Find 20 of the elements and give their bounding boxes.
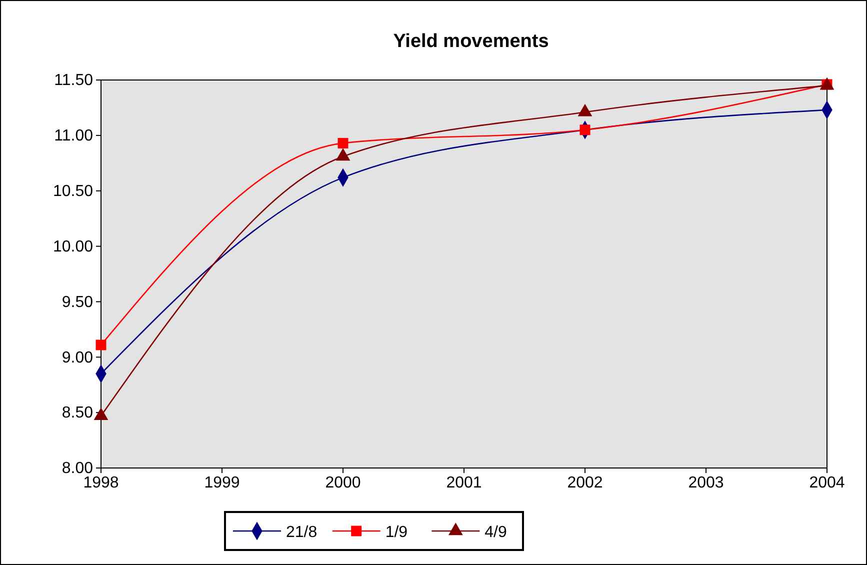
x-tick-label: 2001	[446, 474, 482, 492]
point	[338, 138, 348, 148]
y-tick-label: 9.00	[62, 349, 94, 366]
chart-title: Yield movements	[393, 31, 549, 52]
x-tick-label: 1999	[204, 474, 240, 492]
x-tick-label: 2004	[809, 474, 845, 492]
y-tick-label: 10.00	[52, 238, 94, 256]
point	[96, 340, 106, 350]
legend-label: 1/9	[385, 524, 408, 541]
point	[580, 124, 590, 136]
legend-label: 21/8	[286, 524, 318, 541]
y-tick-label: 10.50	[52, 182, 94, 200]
legend-label: 4/9	[484, 524, 508, 541]
y-tick-label: 8.50	[62, 404, 94, 422]
x-tick-label: 2000	[325, 474, 361, 492]
x-tick-label: 2003	[688, 474, 724, 492]
x-tick-label: 2002	[567, 474, 603, 492]
y-tick-label: 11.50	[54, 72, 94, 90]
y-tick-label: 9.50	[62, 294, 94, 311]
y-tick-label: 11.00	[54, 128, 94, 145]
